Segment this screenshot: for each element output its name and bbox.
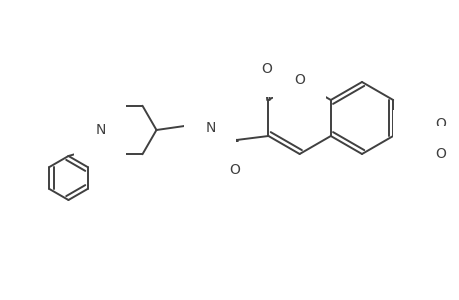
Text: N: N [413, 131, 424, 145]
Text: O: O [435, 147, 446, 161]
Text: N: N [95, 123, 106, 137]
Text: O: O [229, 163, 240, 177]
Text: O: O [294, 73, 304, 87]
Text: O: O [260, 62, 271, 76]
Text: O: O [435, 117, 446, 131]
Text: N: N [205, 121, 215, 135]
